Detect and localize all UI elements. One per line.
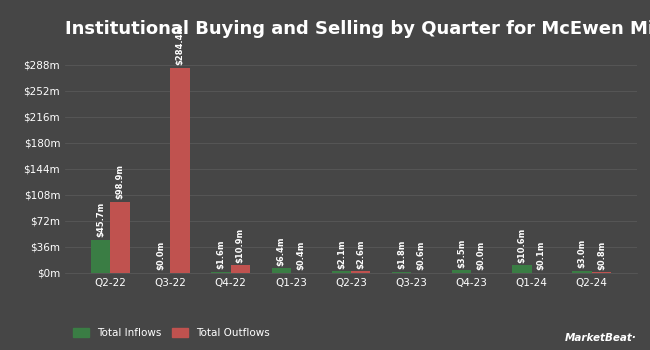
Bar	[91, 240, 111, 273]
Text: $0.0m: $0.0m	[156, 241, 165, 271]
Bar	[211, 272, 231, 273]
Text: $2.6m: $2.6m	[356, 239, 365, 268]
Bar	[351, 271, 370, 273]
Text: $1.6m: $1.6m	[216, 240, 226, 269]
Text: $3.5m: $3.5m	[457, 239, 466, 268]
Bar	[392, 272, 411, 273]
Bar	[573, 271, 592, 273]
Text: $0.0m: $0.0m	[476, 241, 486, 271]
Text: $6.4m: $6.4m	[277, 236, 286, 266]
Text: $1.8m: $1.8m	[397, 240, 406, 269]
Text: $10.6m: $10.6m	[517, 228, 526, 263]
Text: $3.0m: $3.0m	[578, 239, 586, 268]
Text: $10.9m: $10.9m	[236, 228, 245, 262]
Bar	[170, 68, 190, 273]
Bar	[512, 265, 532, 273]
Text: $45.7m: $45.7m	[96, 202, 105, 237]
Bar	[231, 265, 250, 273]
Bar	[111, 202, 129, 273]
Text: $284.4m: $284.4m	[176, 24, 185, 65]
Legend: Total Inflows, Total Outflows: Total Inflows, Total Outflows	[70, 325, 273, 341]
Text: $0.1m: $0.1m	[537, 241, 546, 271]
Text: MarketBeat·: MarketBeat·	[565, 333, 637, 343]
Bar	[452, 271, 471, 273]
Text: $98.9m: $98.9m	[116, 164, 124, 199]
Bar	[592, 272, 611, 273]
Bar	[332, 272, 351, 273]
Text: Institutional Buying and Selling by Quarter for McEwen Mining: Institutional Buying and Selling by Quar…	[65, 20, 650, 38]
Text: $0.6m: $0.6m	[416, 241, 425, 270]
Text: $0.8m: $0.8m	[597, 241, 606, 270]
Bar	[272, 268, 291, 273]
Text: $0.4m: $0.4m	[296, 241, 305, 270]
Text: $2.1m: $2.1m	[337, 239, 346, 269]
